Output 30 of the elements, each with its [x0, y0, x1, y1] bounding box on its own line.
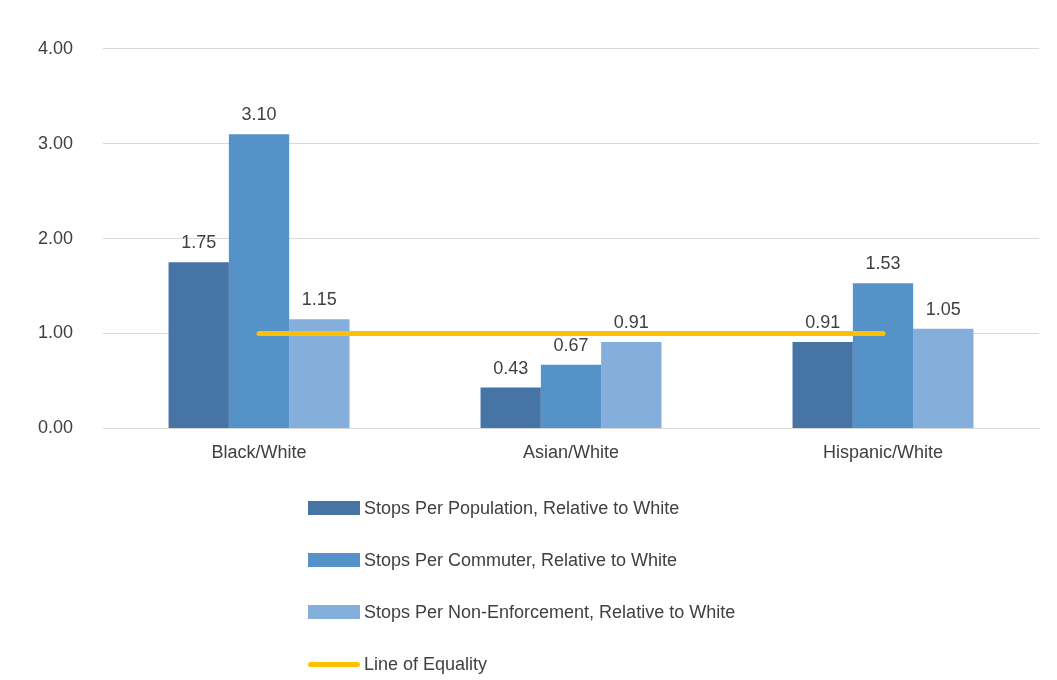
bar [289, 319, 350, 428]
bar [480, 387, 541, 428]
data-label: 1.05 [925, 298, 961, 319]
y-tick-label: 2.00 [37, 227, 74, 248]
bar [540, 364, 602, 428]
y-tick-label: 3.00 [37, 132, 74, 153]
bar [601, 342, 662, 428]
legend-label: Stops Per Population, Relative to White [364, 497, 680, 519]
legend-label: Line of Equality [364, 653, 488, 675]
legend-label: Stops Per Commuter, Relative to White [364, 549, 678, 571]
bar [913, 328, 974, 428]
data-label: 0.91 [805, 312, 841, 333]
data-label: 0.43 [493, 357, 529, 378]
data-label: 1.75 [181, 232, 217, 253]
legend-label: Stops Per Non-Enforcement, Relative to White [364, 601, 736, 623]
y-tick-label: 0.00 [37, 417, 74, 438]
data-label: 0.91 [613, 312, 649, 333]
bar [792, 342, 853, 428]
x-tick-label: Black/White [211, 442, 307, 463]
data-label: 1.15 [301, 289, 337, 310]
x-tick-label: Asian/White [522, 442, 620, 463]
x-tick-label: Hispanic/White [822, 442, 944, 463]
data-label: 0.67 [553, 334, 589, 355]
data-label: 1.53 [865, 253, 901, 274]
y-tick-label: 4.00 [37, 37, 74, 58]
bar [168, 262, 229, 428]
bar [852, 283, 914, 428]
y-tick-label: 1.00 [37, 322, 74, 343]
data-label: 3.10 [241, 104, 277, 125]
bar [228, 134, 290, 428]
